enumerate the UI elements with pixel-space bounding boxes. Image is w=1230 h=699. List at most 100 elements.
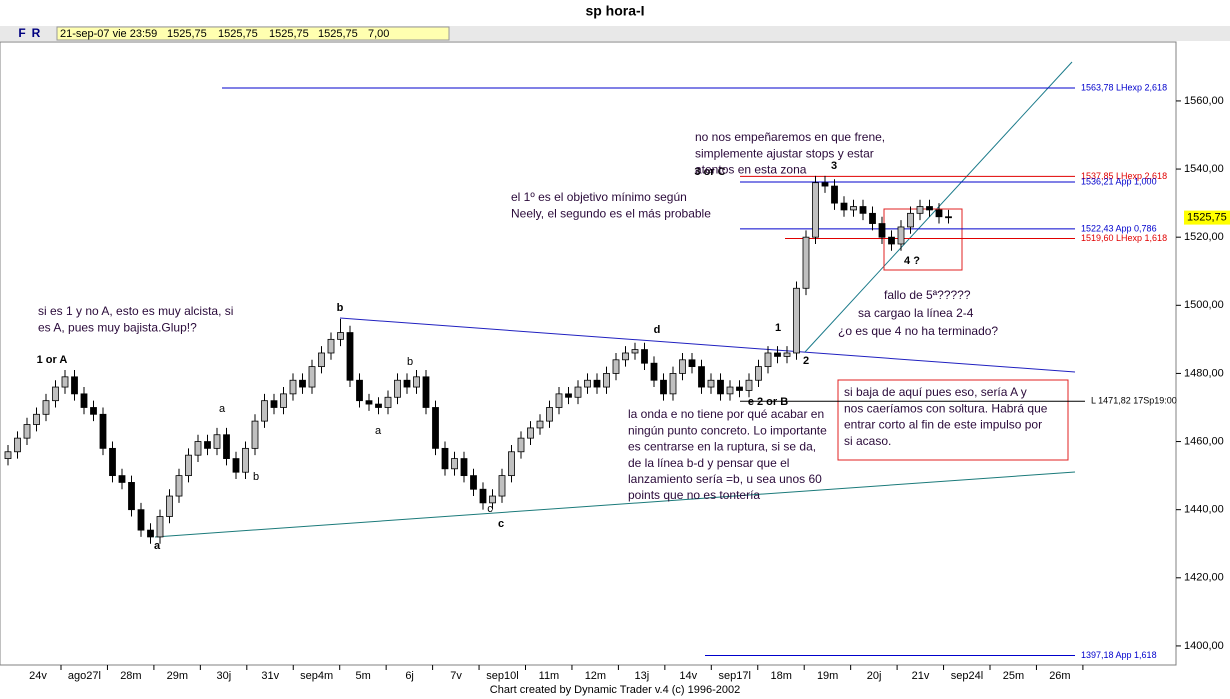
candle-body bbox=[612, 359, 620, 374]
chart-title: sp hora-I bbox=[585, 3, 644, 19]
annotation: ningún punto concreto. Lo importante bbox=[628, 423, 827, 437]
annotation: es centrarse en la ruptura, si se da, bbox=[628, 440, 816, 454]
x-tick-label: sep24l bbox=[951, 670, 983, 682]
y-tick-label: 1400,00 bbox=[1184, 640, 1224, 652]
x-tick-label: 11m bbox=[539, 670, 560, 682]
info-value: 1525,75 bbox=[167, 28, 207, 40]
candle-body bbox=[251, 420, 259, 449]
plot-area bbox=[0, 41, 1177, 666]
info-value: 1525,75 bbox=[218, 28, 258, 40]
candle-body bbox=[33, 413, 40, 425]
candle-body bbox=[270, 400, 278, 408]
candle-body bbox=[460, 458, 468, 477]
annotation: atentos en esta zona bbox=[695, 163, 807, 177]
level-label: 1522,43 App 0,786 bbox=[1081, 223, 1157, 233]
annotation: si acaso. bbox=[844, 434, 891, 448]
wave-label: 1 or A bbox=[37, 354, 68, 366]
candle-body bbox=[52, 386, 59, 402]
wave-label: 3 bbox=[831, 160, 837, 172]
wave-label: e 2 or B bbox=[748, 396, 788, 408]
candle-body bbox=[261, 400, 268, 422]
candle-body bbox=[99, 413, 107, 449]
candle-body bbox=[916, 206, 924, 214]
candle-body bbox=[840, 202, 848, 211]
candle-body bbox=[907, 212, 914, 228]
candle-body bbox=[23, 424, 31, 439]
candle-body bbox=[337, 332, 344, 340]
candle-body bbox=[194, 441, 202, 456]
candle-body bbox=[660, 379, 667, 395]
toolbar-button: F bbox=[18, 26, 25, 40]
candle-body bbox=[926, 206, 933, 211]
candle-body bbox=[726, 386, 734, 395]
candle-body bbox=[859, 206, 867, 214]
candle-body bbox=[536, 420, 544, 429]
y-tick-label: 1540,00 bbox=[1184, 163, 1224, 175]
note-box bbox=[837, 379, 1069, 461]
x-tick-label: 25m bbox=[1003, 670, 1024, 682]
candle-body bbox=[574, 386, 582, 398]
y-tick-label: 1480,00 bbox=[1184, 367, 1224, 379]
trend-line-ac bbox=[154, 471, 1076, 538]
annotation: fallo de 5ª????? bbox=[884, 288, 971, 302]
annotation: entrar corto al fin de este impulso por bbox=[844, 418, 1042, 432]
annotation: la onda e no tiene por qué acabar en bbox=[628, 407, 824, 421]
candle-body bbox=[527, 427, 534, 439]
y-tick-label: 1460,00 bbox=[1184, 435, 1224, 447]
candle-body bbox=[641, 349, 648, 364]
wave-label: c bbox=[487, 503, 493, 515]
wave-label: a bbox=[375, 425, 382, 437]
wave-label: 3 or C bbox=[694, 166, 725, 178]
candle-body bbox=[394, 379, 401, 398]
candle-body bbox=[213, 434, 221, 449]
x-tick-label: 31v bbox=[261, 670, 279, 682]
x-tick-label: 20j bbox=[867, 670, 882, 682]
x-tick-label: 7v bbox=[450, 670, 462, 682]
candle-body bbox=[850, 206, 857, 211]
level-label: 1397,18 App 1,618 bbox=[1081, 650, 1157, 660]
candle-body bbox=[232, 458, 240, 473]
candle-body bbox=[546, 407, 553, 422]
candle-body bbox=[802, 236, 810, 289]
annotation: points que no es tontería bbox=[628, 488, 760, 502]
info-value: 1525,75 bbox=[318, 28, 358, 40]
candle-body bbox=[897, 226, 905, 245]
candle-body bbox=[555, 393, 563, 408]
candle-body bbox=[508, 451, 515, 477]
x-tick-label: 12m bbox=[585, 670, 606, 682]
annotation: si baja de aquí pues eso, sería A y bbox=[844, 385, 1027, 399]
candle-body bbox=[375, 403, 382, 408]
candle-body bbox=[669, 373, 677, 395]
candle-body bbox=[717, 379, 724, 395]
y-tick-label: 1500,00 bbox=[1184, 299, 1224, 311]
candle-body bbox=[71, 376, 78, 395]
annotation: ¿o es que 4 no ha terminado? bbox=[838, 324, 998, 338]
candle-body bbox=[280, 393, 287, 408]
x-tick-label: sep10l bbox=[486, 670, 518, 682]
wave-label: b bbox=[337, 302, 344, 314]
candle-body bbox=[156, 516, 164, 538]
candle-body bbox=[764, 352, 772, 368]
annotation: es A, pues muy bajista.Glup!? bbox=[38, 320, 197, 334]
level-label: L 1471,82 17Sp19:00 bbox=[1091, 396, 1177, 406]
candle-body bbox=[403, 379, 411, 388]
candle-body bbox=[622, 352, 629, 361]
candle-body bbox=[869, 212, 876, 224]
candle-body bbox=[793, 287, 800, 354]
annotation: Neely, el segundo es el más probable bbox=[511, 206, 711, 220]
candle-body bbox=[451, 458, 458, 470]
y-tick-label: 1560,00 bbox=[1184, 95, 1224, 107]
candle-body bbox=[4, 451, 12, 459]
info-value: 21-sep-07 vie 23:59 bbox=[60, 28, 157, 40]
candle-body bbox=[470, 475, 477, 490]
wave-label: 1 bbox=[775, 322, 781, 334]
wave-label: b bbox=[253, 471, 259, 483]
last-price-box bbox=[1184, 210, 1230, 225]
candle-body bbox=[422, 376, 430, 408]
annotation: simplemente ajustar stops y estar bbox=[695, 146, 874, 160]
x-tick-label: 13j bbox=[635, 670, 650, 682]
candle-body bbox=[441, 447, 449, 470]
y-tick-label: 1520,00 bbox=[1184, 231, 1224, 243]
candle-body bbox=[128, 482, 135, 511]
x-tick-label: 30j bbox=[216, 670, 231, 682]
